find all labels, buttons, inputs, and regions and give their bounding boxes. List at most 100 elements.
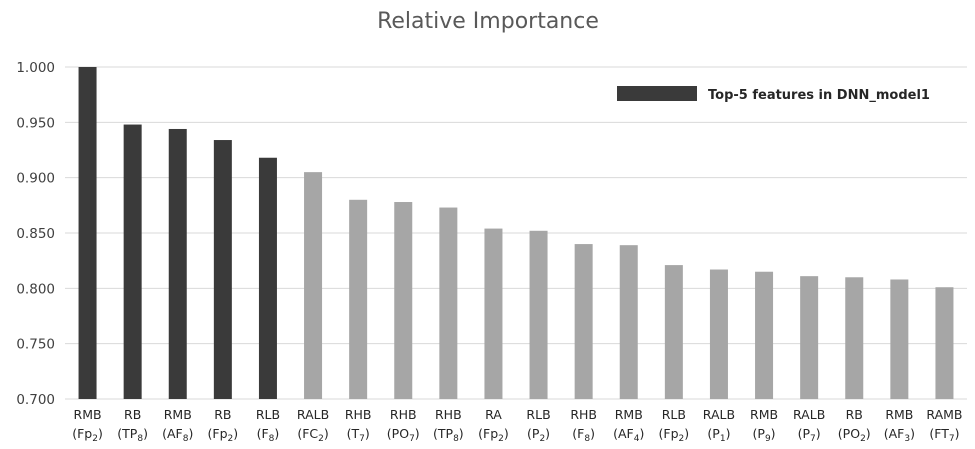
x-tick-label: RMB bbox=[885, 407, 913, 422]
bar bbox=[258, 157, 277, 399]
bar bbox=[755, 271, 774, 399]
x-tick-label: RB bbox=[846, 407, 863, 422]
x-tick-sublabel-suffix: ) bbox=[955, 426, 960, 441]
x-tick-sublabel-subscript: 2 bbox=[679, 434, 685, 444]
legend-swatch bbox=[617, 86, 697, 101]
x-tick-sublabel-suffix: ) bbox=[415, 426, 420, 441]
x-tick-label: RA bbox=[485, 407, 502, 422]
bar bbox=[394, 202, 413, 399]
x-tick-sublabel-prefix: (Fp bbox=[208, 426, 228, 441]
x-tick-sublabel-subscript: 9 bbox=[765, 434, 771, 444]
x-tick-sublabel-subscript: 8 bbox=[269, 434, 275, 444]
x-tick-sublabel-subscript: 7 bbox=[409, 434, 415, 444]
bar bbox=[935, 287, 954, 399]
x-tick-sublabel-suffix: ) bbox=[324, 426, 329, 441]
x-tick-sublabel-prefix: (PO bbox=[838, 426, 860, 441]
x-tick-sublabel-suffix: ) bbox=[233, 426, 238, 441]
x-tick-sublabel-suffix: ) bbox=[590, 426, 595, 441]
x-tick-sublabel-suffix: ) bbox=[771, 426, 776, 441]
legend-label: Top-5 features in DNN_model1 bbox=[708, 88, 930, 103]
x-tick-sublabel-subscript: 2 bbox=[318, 434, 324, 444]
x-tick-sublabel-prefix: (TP bbox=[117, 426, 138, 441]
bar bbox=[213, 140, 232, 400]
x-tick-sublabel-prefix: (F bbox=[572, 426, 584, 441]
x-tick-sublabel-subscript: 2 bbox=[92, 434, 98, 444]
x-tick-sublabel-suffix: ) bbox=[684, 426, 689, 441]
x-tick-sublabel: (F8) bbox=[257, 426, 280, 444]
x-tick-sublabel-prefix: (P bbox=[527, 426, 540, 441]
x-tick-label: RMB bbox=[74, 407, 102, 422]
bar bbox=[664, 265, 683, 399]
x-tick-sublabel: (P7) bbox=[798, 426, 821, 444]
x-tick-sublabel-prefix: (F bbox=[257, 426, 269, 441]
x-tick-sublabel-suffix: ) bbox=[143, 426, 148, 441]
legend: Top-5 features in DNN_model1 bbox=[617, 86, 930, 103]
x-tick-sublabel-subscript: 2 bbox=[860, 434, 866, 444]
x-tick-sublabel-suffix: ) bbox=[98, 426, 103, 441]
x-tick-sublabel-subscript: 7 bbox=[949, 434, 955, 444]
x-tick-sublabel-prefix: (Fp bbox=[659, 426, 679, 441]
x-tick-sublabel-subscript: 4 bbox=[634, 434, 640, 444]
x-tick-sublabel-subscript: 2 bbox=[228, 434, 234, 444]
x-tick-label: RALB bbox=[297, 407, 329, 422]
x-tick-sublabel-prefix: (PO bbox=[387, 426, 409, 441]
x-tick-sublabel: (AF3) bbox=[884, 426, 915, 444]
x-tick-sublabel: (TP8) bbox=[433, 426, 464, 444]
x-tick-label: RALB bbox=[703, 407, 735, 422]
x-tick-sublabel: (T7) bbox=[347, 426, 370, 444]
bar bbox=[709, 269, 728, 399]
x-tick-sublabel: (PO2) bbox=[838, 426, 871, 444]
x-tick-sublabel-prefix: (FC bbox=[297, 426, 318, 441]
x-tick-sublabel: (FT7) bbox=[929, 426, 959, 444]
x-tick-sublabel-suffix: ) bbox=[365, 426, 370, 441]
x-tick-sublabel: (Fp2) bbox=[659, 426, 690, 444]
x-tick-sublabel-suffix: ) bbox=[459, 426, 464, 441]
x-tick-sublabel-prefix: (P bbox=[753, 426, 766, 441]
x-tick-sublabel-suffix: ) bbox=[504, 426, 509, 441]
x-tick-sublabel: (P9) bbox=[753, 426, 776, 444]
x-tick-label: RLB bbox=[662, 407, 686, 422]
x-tick-sublabel-subscript: 8 bbox=[453, 434, 459, 444]
x-tick-sublabel-prefix: (P bbox=[707, 426, 720, 441]
x-tick-sublabel-suffix: ) bbox=[545, 426, 550, 441]
x-tick-sublabel: (AF4) bbox=[613, 426, 644, 444]
bar bbox=[800, 276, 819, 399]
x-tick-label: RHB bbox=[345, 407, 372, 422]
x-tick-sublabel-prefix: (AF bbox=[162, 426, 183, 441]
x-tick-sublabel-subscript: 2 bbox=[539, 434, 545, 444]
bar bbox=[574, 244, 593, 399]
x-tick-sublabel: (FC2) bbox=[297, 426, 328, 444]
x-tick-sublabel-prefix: (T bbox=[347, 426, 360, 441]
x-tick-sublabel: (Fp2) bbox=[72, 426, 103, 444]
bar bbox=[168, 128, 187, 399]
x-tick-label: RMB bbox=[615, 407, 643, 422]
x-tick-sublabel-prefix: (Fp bbox=[72, 426, 92, 441]
x-tick-sublabel-subscript: 2 bbox=[498, 434, 504, 444]
x-tick-sublabel-subscript: 8 bbox=[584, 434, 590, 444]
x-tick-label: RHB bbox=[435, 407, 462, 422]
x-tick-sublabel-prefix: (Fp bbox=[478, 426, 498, 441]
x-tick-sublabel: (AF8) bbox=[162, 426, 193, 444]
y-tick-label: 0.700 bbox=[16, 392, 55, 408]
bar bbox=[439, 207, 458, 399]
x-tick-sublabel-prefix: (FT bbox=[929, 426, 949, 441]
x-tick-label: RMB bbox=[164, 407, 192, 422]
y-tick-label: 0.850 bbox=[16, 226, 55, 242]
x-tick-sublabel: (PO7) bbox=[387, 426, 420, 444]
x-tick-sublabel: (P2) bbox=[527, 426, 550, 444]
x-tick-label: RHB bbox=[570, 407, 597, 422]
y-tick-label: 0.750 bbox=[16, 337, 55, 353]
gridlines bbox=[65, 66, 967, 400]
bar bbox=[123, 124, 142, 400]
x-tick-label: RHB bbox=[390, 407, 417, 422]
x-tick-label: RLB bbox=[526, 407, 550, 422]
x-tick-sublabel: (Fp2) bbox=[478, 426, 509, 444]
x-tick-sublabel-subscript: 7 bbox=[359, 434, 365, 444]
x-tick-sublabel-suffix: ) bbox=[910, 426, 915, 441]
x-tick-label: RMB bbox=[750, 407, 778, 422]
x-tick-sublabel-prefix: (AF bbox=[613, 426, 634, 441]
x-tick-sublabel-suffix: ) bbox=[866, 426, 871, 441]
x-tick-sublabel-prefix: (AF bbox=[884, 426, 905, 441]
x-axis-category-labels: RMB(Fp2)RB(TP8)RMB(AF8)RB(Fp2)RLB(F8)RAL… bbox=[72, 407, 962, 444]
